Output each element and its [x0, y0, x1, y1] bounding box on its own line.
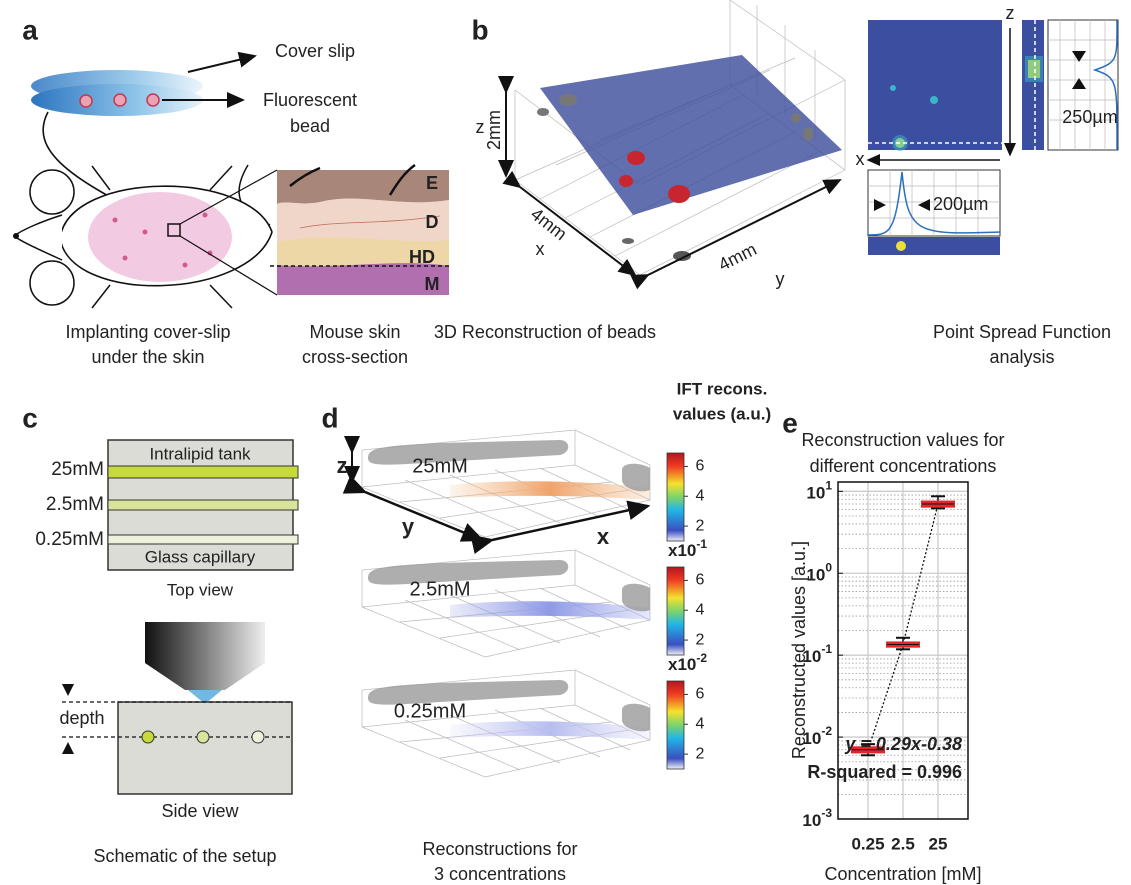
axis-arrow — [365, 492, 482, 540]
colorbar-tick-label: 4 — [696, 487, 705, 504]
label: 0.25mM — [35, 529, 104, 550]
x-axis-label: Concentration [mM] — [824, 864, 981, 884]
label: Fluorescent — [263, 90, 357, 110]
label: Cover slip — [275, 41, 355, 61]
label: 2mm — [484, 110, 504, 150]
label: Glass capillary — [145, 547, 256, 566]
colorbar-tick-label: 2 — [696, 517, 705, 534]
label: bead — [290, 116, 330, 136]
tick-base: 10 — [806, 566, 825, 585]
annotation: y = 0.29x-0.38 — [844, 734, 962, 754]
tick-exponent: 1 — [825, 479, 832, 493]
label: z — [1006, 3, 1015, 23]
tick-exponent: -1 — [821, 642, 832, 656]
tick-exponent: 0 — [825, 560, 832, 574]
colorbar-multiplier: x10-1 — [668, 537, 707, 560]
label: e — [782, 407, 798, 438]
label: depth — [59, 708, 104, 728]
tick-exponent: -2 — [821, 724, 832, 738]
label: Implanting cover-slip — [65, 322, 230, 342]
label: Reconstructions for — [422, 839, 577, 859]
label: different concentrations — [810, 456, 997, 476]
label: d — [321, 402, 338, 433]
colorbar-tick-label: 6 — [696, 686, 705, 703]
label: 2.5mM — [409, 578, 470, 600]
tick-base: 10 — [802, 811, 821, 830]
y-tick-label: 10-3 — [802, 806, 832, 830]
volume — [362, 670, 650, 777]
colorbar-tick-label: 4 — [696, 601, 705, 618]
colorbar-tick-label: 2 — [696, 631, 705, 648]
label: x — [597, 524, 610, 549]
colorbar — [667, 681, 684, 769]
y-axis-label: Reconstructed values [a.u.] — [789, 541, 809, 759]
label: E — [426, 173, 438, 193]
label: Side view — [161, 801, 239, 821]
x-tick-label: 25 — [929, 834, 948, 853]
x-tick-label: 2.5 — [891, 834, 915, 853]
y-tick-label: 101 — [806, 479, 832, 503]
label: under the skin — [91, 347, 204, 367]
signal-band — [450, 481, 650, 500]
signal-band — [450, 721, 650, 740]
figure: a Cover slip Fluorescent bead ED HD M Implantin… — [0, 0, 1131, 885]
colorbar-tick-label: 4 — [696, 715, 705, 732]
label: x — [536, 239, 545, 259]
label: 4mm — [715, 239, 760, 275]
multiplier-exponent: -2 — [696, 651, 707, 665]
panel-d-art — [362, 430, 650, 777]
label: Intralipid tank — [149, 444, 251, 463]
multiplier-exponent: -1 — [696, 537, 707, 551]
colorbar-tick-label: 6 — [696, 458, 705, 475]
tick-base: 10 — [806, 484, 825, 503]
capillary — [368, 440, 568, 465]
label: Mouse skin — [309, 322, 400, 342]
label: z — [337, 453, 348, 478]
label: M — [425, 274, 440, 294]
label: cross-section — [302, 347, 408, 367]
label: b — [471, 14, 488, 45]
panel-b-art — [506, 0, 1118, 275]
label: 2.5mM — [46, 494, 104, 515]
label: 0.25mM — [394, 700, 466, 722]
label: Top view — [167, 580, 234, 599]
y-tick-label: 100 — [806, 560, 832, 584]
label: 3 concentrations — [434, 864, 566, 884]
label: x — [856, 149, 865, 169]
colorbar-tick-label: 2 — [696, 745, 705, 762]
label: analysis — [989, 347, 1054, 367]
axis-arrow — [492, 506, 648, 540]
label: 25mM — [51, 459, 104, 480]
colorbar — [667, 567, 684, 655]
label: Point Spread Function — [933, 322, 1111, 342]
tick-exponent: -3 — [821, 806, 832, 820]
label: Schematic of the setup — [93, 846, 276, 866]
label: IFT recons. — [677, 379, 768, 398]
label: 250µm — [1062, 107, 1117, 127]
label: y — [402, 514, 415, 539]
label: 3D Reconstruction of beads — [434, 322, 656, 342]
multiplier-base: x10 — [668, 541, 696, 560]
multiplier-base: x10 — [668, 655, 696, 674]
x-tick-label: 0.25 — [851, 834, 884, 853]
annotation: R-squared = 0.996 — [807, 762, 962, 782]
label: 200µm — [933, 194, 988, 214]
label: c — [22, 402, 38, 433]
label: values (a.u.) — [673, 404, 771, 423]
panel-a-art — [13, 56, 450, 308]
label: D — [426, 212, 439, 232]
volume — [362, 550, 650, 657]
label: HD — [409, 247, 435, 267]
label: Reconstruction values for — [801, 430, 1004, 450]
colorbar — [667, 453, 684, 541]
colorbar-tick-label: 6 — [696, 572, 705, 589]
colorbar-multiplier: x10-2 — [668, 651, 707, 674]
label: y — [776, 269, 785, 289]
label: a — [22, 14, 38, 45]
label: 25mM — [412, 455, 468, 477]
signal-band — [450, 601, 650, 620]
